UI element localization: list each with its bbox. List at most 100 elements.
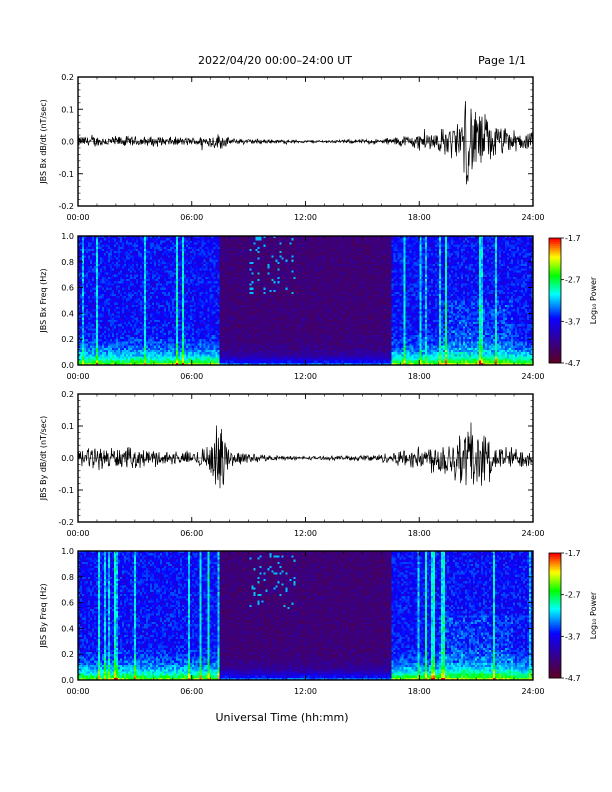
heatmap-cell	[223, 268, 226, 271]
heatmap-cell	[113, 257, 117, 260]
heatmap-cell	[163, 345, 167, 349]
heatmap-cell	[105, 326, 109, 329]
heatmap-cell	[201, 276, 205, 280]
heatmap-cell	[159, 354, 163, 357]
heatmap-cell	[199, 274, 203, 278]
heatmap-cell	[101, 270, 105, 273]
heatmap-cell	[209, 276, 213, 280]
heatmap-cell	[91, 352, 95, 355]
heatmap-cell	[97, 341, 101, 344]
heatmap-cell	[103, 349, 107, 353]
heatmap-cell	[157, 272, 161, 275]
heatmap-cell	[217, 263, 220, 267]
heatmap-cell	[159, 304, 163, 308]
heatmap-cell	[177, 270, 181, 273]
heatmap-cell	[139, 322, 143, 325]
heatmap-cell	[195, 296, 199, 299]
heatmap-cell	[209, 326, 213, 329]
heatmap-cell	[109, 311, 113, 314]
heatmap-cell	[85, 281, 89, 284]
heatmap-cell	[109, 240, 113, 243]
heatmap-cell	[101, 257, 105, 260]
heatmap-cell	[225, 248, 228, 252]
heatmap-cell	[109, 313, 113, 316]
heatmap-cell	[125, 251, 129, 254]
heatmap-cell	[205, 238, 209, 241]
heatmap-cell	[149, 354, 153, 357]
heatmap-cell	[205, 261, 209, 265]
heatmap-cell	[219, 304, 222, 308]
heatmap-cell	[115, 345, 119, 349]
heatmap-cell	[89, 360, 93, 364]
heatmap-cell	[151, 302, 155, 306]
heatmap-cell	[213, 311, 216, 314]
heatmap-cell	[93, 328, 97, 331]
heatmap-cell	[147, 255, 151, 258]
heatmap-cell	[80, 343, 83, 346]
heatmap-cell	[121, 328, 125, 331]
heatmap-cell	[183, 324, 187, 327]
heatmap-cell	[135, 266, 139, 269]
heatmap-cell	[219, 352, 222, 355]
heatmap-cell	[197, 287, 201, 291]
heatmap-cell	[145, 268, 149, 271]
heatmap-cell	[161, 276, 165, 280]
heatmap-cell	[151, 238, 155, 241]
heatmap-cell	[85, 246, 89, 250]
heatmap-cell	[81, 345, 85, 349]
heatmap-cell	[143, 285, 147, 288]
heatmap-cell	[213, 306, 216, 310]
heatmap-cell	[185, 251, 189, 254]
heatmap-cell	[237, 313, 240, 316]
heatmap-cell	[105, 251, 109, 254]
heatmap-cell	[167, 279, 171, 282]
heatmap-cell	[237, 281, 240, 284]
heatmap-cell	[229, 268, 232, 271]
heatmap-cell	[103, 296, 107, 299]
heatmap-cell	[121, 236, 125, 239]
heatmap-cell	[157, 276, 161, 280]
heatmap-cell	[119, 317, 123, 321]
heatmap-cell	[127, 304, 131, 308]
heatmap-cell	[85, 279, 89, 282]
heatmap-cell	[175, 317, 179, 321]
heatmap-cell	[155, 287, 159, 291]
heatmap-cell	[173, 285, 177, 288]
heatmap-cell	[113, 298, 117, 301]
heatmap-cell	[203, 360, 207, 364]
heatmap-cell	[201, 315, 205, 318]
heatmap-cell	[95, 263, 99, 267]
heatmap-cell	[237, 291, 240, 295]
heatmap-cell	[203, 311, 207, 314]
heatmap-cell	[231, 322, 234, 325]
heatmap-cell	[103, 362, 107, 366]
heatmap-cell	[201, 253, 205, 256]
heatmap-cell	[85, 257, 89, 260]
heatmap-cell	[189, 261, 193, 265]
heatmap-cell	[149, 285, 153, 288]
heatmap-cell	[209, 306, 213, 310]
heatmap-cell	[235, 244, 238, 248]
heatmap-cell	[133, 253, 137, 256]
heatmap-cell	[93, 244, 97, 248]
heatmap-cell	[221, 240, 224, 243]
heatmap-cell	[229, 259, 232, 263]
plots: 0.20.10.0-0.1-0.200:00 06:00 12:00 18:00 24:…	[39, 73, 598, 696]
heatmap-cell	[97, 326, 101, 329]
heatmap-cell	[219, 300, 222, 303]
heatmap-cell	[107, 302, 111, 306]
heatmap-cell	[81, 283, 85, 286]
heatmap-cell	[175, 319, 179, 323]
heatmap-cell	[99, 285, 103, 288]
heatmap-cell	[207, 352, 211, 355]
heatmap-cell	[135, 347, 139, 351]
heatmap-cell	[197, 306, 201, 310]
heatmap-cell	[159, 296, 163, 299]
heatmap-cell	[85, 358, 89, 361]
heatmap-cell	[107, 283, 111, 286]
heatmap-cell	[97, 315, 101, 318]
heatmap-cell	[125, 238, 129, 241]
heatmap-cell	[219, 360, 222, 364]
heatmap-cell	[123, 272, 127, 275]
heatmap-cell	[211, 281, 215, 284]
